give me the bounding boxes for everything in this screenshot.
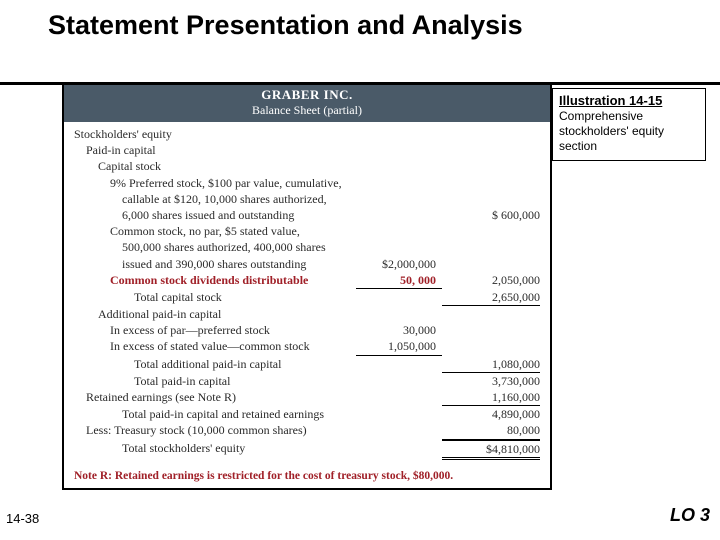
table-row: Total additional paid-in capital 1,080,00… [74,356,540,373]
row-label: Total paid-in capital and retained earni… [74,406,356,422]
row-label: Less: Treasury stock (10,000 common shar… [74,422,356,439]
illustration-callout: Illustration 14-15 Comprehensive stockho… [552,88,706,161]
table-row: Additional paid-in capital [74,306,540,322]
row-amount-1 [356,158,442,174]
row-label: Paid-in capital [74,142,356,158]
row-label: callable at $120, 10,000 shares authoriz… [74,191,356,207]
callout-text: Comprehensive stockholders' equity secti… [559,109,699,154]
table-row: Common stock, no par, $5 stated value, [74,223,540,239]
row-amount-1 [356,422,442,439]
row-label: Total paid-in capital [74,373,356,389]
row-amount-2: 1,080,000 [442,356,540,373]
row-amount-2: 4,890,000 [442,406,540,422]
table-row: Capital stock [74,158,540,174]
row-label: issued and 390,000 shares outstanding [74,256,356,272]
row-label: 9% Preferred stock, $100 par value, cumu… [74,175,356,191]
row-label: Common stock, no par, $5 stated value, [74,223,356,239]
row-label: Total stockholders' equity [74,440,356,460]
row-amount-1 [356,126,442,142]
table-row: 9% Preferred stock, $100 par value, cumu… [74,175,540,191]
row-amount-1 [356,373,442,389]
row-amount-1 [356,406,442,422]
figure-subtitle: Balance Sheet (partial) [64,103,550,118]
row-amount-1 [356,289,442,306]
table-row: Common stock dividends distributable50, … [74,272,540,289]
row-amount-1: $2,000,000 [356,256,442,272]
row-amount-1 [356,306,442,322]
row-amount-2 [442,256,540,272]
row-amount-2: 1,160,000 [442,389,540,406]
company-name: GRABER INC. [64,87,550,103]
row-label: In excess of par—preferred stock [74,322,356,338]
row-amount-2: 2,650,000 [442,289,540,306]
row-amount-1 [356,142,442,158]
row-label: Capital stock [74,158,356,174]
row-amount-1: 50, 000 [356,272,442,289]
row-amount-1 [356,440,442,460]
row-amount-1 [356,239,442,255]
row-amount-2: 3,730,000 [442,373,540,389]
row-amount-2 [442,322,540,338]
row-label: Retained earnings (see Note R) [74,389,356,406]
row-amount-2: $4,810,000 [442,440,540,460]
table-row: Less: Treasury stock (10,000 common shar… [74,422,540,439]
row-amount-2 [442,191,540,207]
row-label: Additional paid-in capital [74,306,356,322]
row-amount-1: 30,000 [356,322,442,338]
row-label: In excess of stated value—common stock [74,338,356,355]
row-amount-2 [442,126,540,142]
table-row: Stockholders' equity [74,126,540,142]
table-row: Total stockholders' equity $4,810,000 [74,440,540,460]
row-amount-1 [356,356,442,373]
row-label: 500,000 shares authorized, 400,000 share… [74,239,356,255]
row-amount-2 [442,239,540,255]
row-label: Stockholders' equity [74,126,356,142]
table-row: issued and 390,000 shares outstanding$2,… [74,256,540,272]
table-row: Total paid-in capital and retained earni… [74,406,540,422]
row-amount-2: 2,050,000 [442,272,540,289]
row-amount-2 [442,306,540,322]
row-amount-1 [356,191,442,207]
table-row: Total paid-in capital 3,730,000 [74,373,540,389]
row-amount-2 [442,223,540,239]
table-row: Retained earnings (see Note R) 1,160,000 [74,389,540,406]
row-amount-2 [442,142,540,158]
callout-title: Illustration 14-15 [559,93,699,109]
row-amount-1 [356,389,442,406]
row-amount-1: 1,050,000 [356,338,442,355]
row-amount-1 [356,223,442,239]
table-row: In excess of stated value—common stock1,… [74,338,540,355]
row-label: Total capital stock [74,289,356,306]
page-number: 14-38 [6,511,39,526]
row-amount-1 [356,207,442,223]
footnote: Note R: Retained earnings is restricted … [64,466,550,488]
table-row: 6,000 shares issued and outstanding $ 600… [74,207,540,223]
row-label: 6,000 shares issued and outstanding [74,207,356,223]
table-row: callable at $120, 10,000 shares authoriz… [74,191,540,207]
learning-objective: LO 3 [670,505,710,526]
row-amount-1 [356,175,442,191]
row-label: Common stock dividends distributable [74,272,356,289]
table-row: In excess of par—preferred stock30,000 [74,322,540,338]
row-amount-2: 80,000 [442,422,540,439]
balance-sheet-figure: GRABER INC. Balance Sheet (partial) Stoc… [62,83,552,490]
row-amount-2 [442,158,540,174]
row-label: Total additional paid-in capital [74,356,356,373]
table-row: 500,000 shares authorized, 400,000 share… [74,239,540,255]
table-row: Total capital stock 2,650,000 [74,289,540,306]
row-amount-2: $ 600,000 [442,207,540,223]
slide-title: Statement Presentation and Analysis [0,0,720,41]
figure-header: GRABER INC. Balance Sheet (partial) [64,85,550,122]
row-amount-2 [442,175,540,191]
table-row: Paid-in capital [74,142,540,158]
figure-body: Stockholders' equityPaid-in capitalCapit… [64,122,550,466]
row-amount-2 [442,338,540,355]
